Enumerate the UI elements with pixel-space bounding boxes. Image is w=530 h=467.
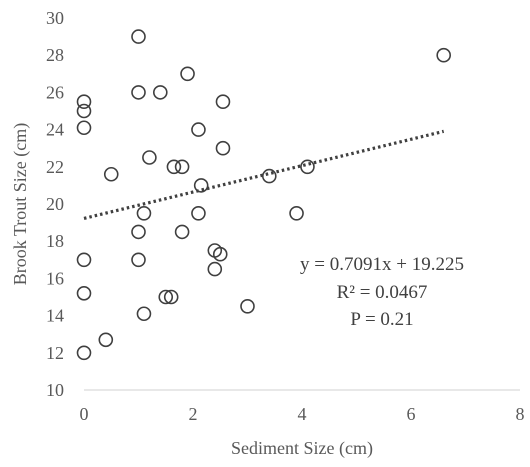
data-point <box>136 206 152 221</box>
data-point <box>142 150 157 165</box>
x-tick-label: 0 <box>80 404 89 424</box>
data-point <box>76 252 92 268</box>
data-point <box>158 289 174 305</box>
y-tick-label: 24 <box>46 120 64 140</box>
x-tick-label: 2 <box>189 404 198 424</box>
y-tick-label: 10 <box>46 380 64 400</box>
data-point <box>212 246 228 262</box>
data-point <box>261 168 277 184</box>
y-tick-label: 28 <box>46 45 64 65</box>
data-point <box>300 159 315 175</box>
y-tick-label: 12 <box>46 343 64 363</box>
data-point <box>131 85 146 100</box>
data-point <box>436 47 452 63</box>
y-tick-label: 14 <box>46 306 64 326</box>
data-point <box>76 285 92 301</box>
data-point <box>191 206 206 221</box>
data-point <box>76 103 92 119</box>
y-tick-labels: 10 12 14 16 18 20 22 24 26 28 30 <box>46 8 64 400</box>
r-squared-label: R² = 0.0467 <box>337 282 428 303</box>
data-point <box>215 140 231 156</box>
data-point <box>191 122 206 137</box>
y-tick-label: 30 <box>46 8 64 28</box>
regression-equation: y = 0.7091x + 19.225 <box>300 254 464 275</box>
data-point <box>289 206 304 221</box>
p-value-label: P = 0.21 <box>350 309 413 330</box>
data-point <box>131 29 146 44</box>
y-tick-label: 16 <box>46 268 64 288</box>
data-point <box>76 345 92 361</box>
data-point <box>240 298 255 314</box>
x-tick-label: 4 <box>298 404 307 424</box>
data-point <box>131 224 146 240</box>
data-point <box>174 224 190 240</box>
y-axis-title: Brook Trout Size (cm) <box>10 123 31 286</box>
data-point <box>180 66 195 82</box>
data-points <box>76 29 452 361</box>
x-tick-labels: 0 2 4 6 8 <box>80 404 525 424</box>
data-point <box>103 166 119 182</box>
y-tick-label: 26 <box>46 82 64 102</box>
y-tick-label: 22 <box>46 157 64 177</box>
data-point <box>174 159 190 175</box>
x-tick-label: 8 <box>516 404 525 424</box>
data-point <box>98 332 114 348</box>
data-point <box>131 252 146 268</box>
data-point <box>193 178 209 193</box>
data-point <box>76 94 92 109</box>
linear-trendline <box>83 129 445 220</box>
data-point <box>207 261 223 277</box>
data-point <box>153 85 168 100</box>
data-point <box>76 120 92 136</box>
x-tick-label: 6 <box>407 404 416 424</box>
y-tick-label: 20 <box>46 194 64 214</box>
data-point <box>163 289 179 305</box>
data-point <box>136 306 152 322</box>
data-point <box>166 159 182 175</box>
data-point <box>215 94 231 109</box>
y-tick-label: 18 <box>46 231 64 251</box>
x-axis-title: Sediment Size (cm) <box>231 438 373 459</box>
